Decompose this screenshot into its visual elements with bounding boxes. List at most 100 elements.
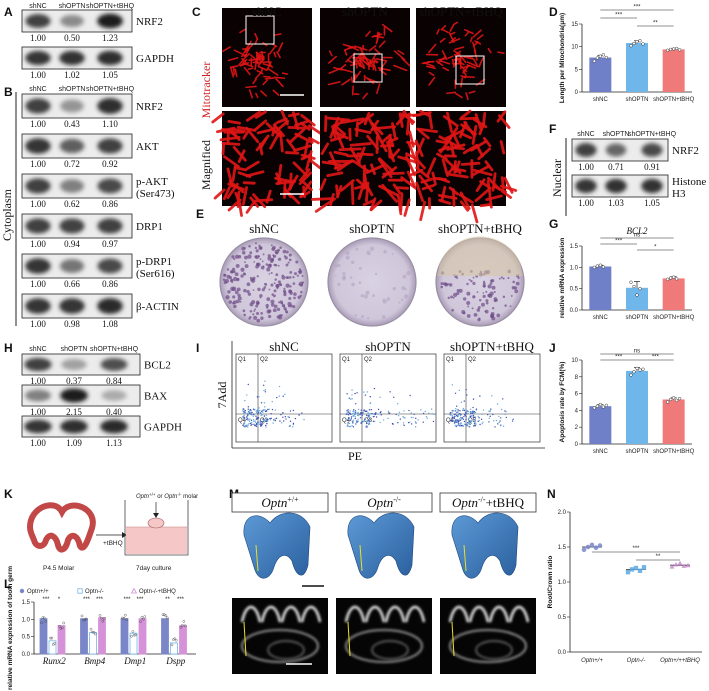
mitochondria-mark: [368, 53, 377, 66]
mitochondria-mark: [378, 40, 386, 48]
x-tick-label: shOPTN+tBHQ: [653, 97, 695, 103]
mitochondria-mark: [462, 69, 467, 77]
blot-band: [97, 218, 123, 234]
mitochondria-mark: [247, 67, 254, 71]
band-value: 1.13: [106, 438, 122, 448]
flow-event: [256, 422, 258, 425]
bar: [626, 287, 648, 310]
significance-mark: ***: [632, 546, 640, 552]
flow-event: [273, 419, 275, 421]
ct-cusp: [448, 605, 470, 623]
colony: [236, 299, 240, 304]
y-axis-label: Root/Crown ratio: [547, 556, 554, 609]
grouped-bar: [179, 625, 187, 655]
x-tick-label: shNC: [593, 315, 609, 321]
colony: [498, 277, 501, 280]
mitochondria-mark: [328, 67, 343, 74]
mitotracker-images: shNC shOPTN shOPTN+tBHQ: [211, 4, 518, 224]
band-value: 0.71: [608, 162, 624, 172]
flow-event: [242, 424, 244, 427]
colony: [227, 290, 231, 294]
flow-event: [244, 409, 247, 412]
y-tick-label: 5: [575, 67, 579, 73]
colony: [476, 308, 481, 312]
flow-event: [257, 425, 259, 427]
grouped-bar: [129, 632, 138, 655]
flow-event: [274, 409, 277, 411]
data-point: [182, 620, 186, 623]
data-point: [601, 53, 605, 57]
flow-event: [346, 412, 348, 414]
colony: [239, 300, 242, 303]
mitochondria-mark: [426, 157, 437, 177]
mitochondria-mark: [255, 92, 259, 99]
flow-event: [260, 412, 262, 415]
flow-event: [500, 417, 502, 419]
colony: [243, 313, 247, 317]
lane-label: shOPTN+tBHQ: [86, 86, 135, 93]
mitochondria-mark: [365, 164, 385, 174]
colony: [283, 291, 287, 295]
colony: [391, 252, 394, 255]
mitochondria-mark: [262, 79, 268, 86]
flow-event: [263, 389, 265, 392]
flow-event: [454, 422, 456, 424]
mitochondria-mark: [227, 120, 241, 125]
ct-cusp: [280, 605, 302, 623]
flow-event: [470, 415, 473, 417]
significance-mark: ***: [83, 597, 91, 603]
colony: [484, 310, 487, 313]
colony: [342, 271, 346, 276]
mitochondria-mark: [239, 28, 246, 34]
colony: [248, 244, 251, 248]
flow-event: [263, 402, 266, 404]
quadrant-label: Q4: [342, 418, 351, 424]
blot-band: [97, 13, 123, 29]
mitochondria-mark: [462, 75, 475, 79]
colony: [271, 293, 275, 296]
mitochondria-mark: [462, 143, 479, 155]
colony: [473, 312, 478, 317]
flow-event: [488, 410, 490, 412]
mitochondria-mark: [286, 138, 297, 152]
mitochondria-mark: [421, 61, 431, 65]
band-value: 0.97: [102, 239, 118, 249]
western-blot-a: shNC shOPTN shOPTN+tBHQ 1.00 0.50 1.23 NRF2 1.0…: [21, 3, 174, 80]
significance-mark: ***: [136, 597, 144, 603]
flow-y-axis-label: 7Add: [215, 382, 229, 409]
mitochondria-mark: [213, 188, 226, 200]
mitochondria-mark: [242, 58, 248, 64]
mitochondria-mark: [245, 110, 262, 122]
colony: [288, 276, 292, 279]
mitochondria-mark: [499, 184, 518, 192]
mitochondria-mark: [232, 146, 247, 162]
flow-event: [403, 410, 405, 412]
flow-event: [257, 422, 259, 424]
flow-event: [262, 409, 264, 411]
mitochondria-mark: [254, 110, 267, 119]
panel-l: L 0.00.51.01.5 *** *Runx2*** ***Bmp4*** ***D…: [4, 566, 196, 690]
flow-event: [251, 423, 253, 426]
x-tick-label: shNC: [593, 97, 609, 103]
zoom-box: [455, 55, 485, 85]
colony: [242, 272, 246, 276]
mitochondria-mark: [420, 177, 433, 184]
blot-label: H3: [672, 188, 686, 200]
colony: [273, 282, 276, 285]
flow-event: [288, 416, 290, 419]
blot-band: [25, 389, 51, 402]
flow-event: [347, 422, 349, 424]
quadrant-label: Q1: [238, 357, 247, 363]
flow-event: [457, 414, 460, 416]
x-tick-label: shOPTN: [625, 97, 648, 103]
colony: [237, 296, 242, 301]
mitochondria-mark: [438, 135, 458, 148]
flow-event: [497, 423, 499, 425]
band-value: 1.00: [30, 70, 46, 80]
flow-event: [512, 418, 514, 421]
colony: [351, 282, 355, 287]
mitochondria-mark: [415, 181, 424, 202]
colony: [261, 288, 265, 292]
flow-event: [254, 408, 256, 411]
